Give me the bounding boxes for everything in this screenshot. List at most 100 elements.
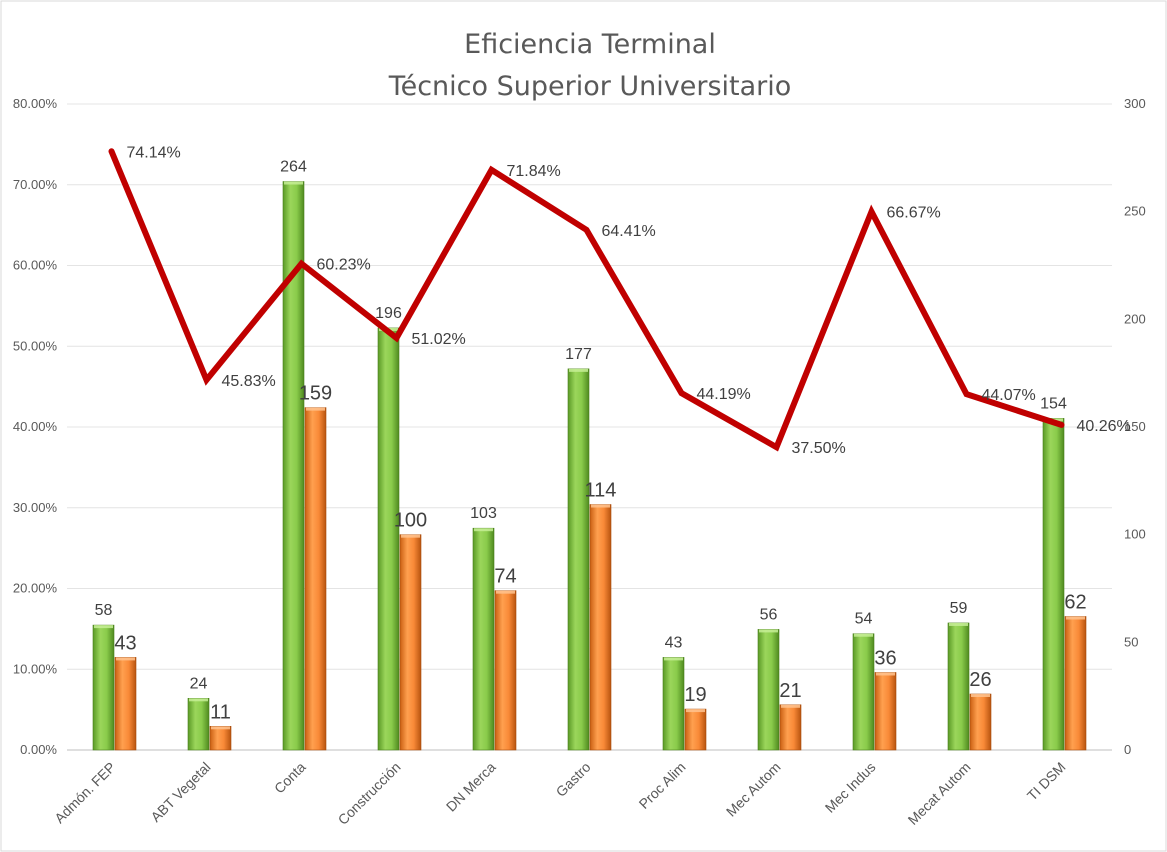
gridlines	[67, 103, 1112, 751]
bar-green-label: 177	[565, 346, 592, 363]
bar-orange	[684, 708, 707, 751]
line-point-label: 40.26%	[1077, 418, 1131, 435]
line-point-label: 51.02%	[412, 331, 466, 348]
bar-green-top	[949, 622, 968, 626]
bar-orange-label: 26	[969, 669, 991, 691]
bar-orange-label: 11	[210, 701, 231, 723]
bar-green-label: 43	[665, 634, 683, 651]
bar-green-top	[284, 181, 303, 185]
bar-green-label: 196	[375, 305, 402, 322]
line-point-label: 66.67%	[887, 205, 941, 222]
bar-orange-label: 36	[874, 647, 896, 669]
y-right-tick-label: 100	[1124, 527, 1146, 542]
bar-green	[757, 629, 780, 751]
line-point-label: 45.83%	[222, 373, 276, 390]
bar-green	[947, 622, 970, 751]
bar-orange-top	[1066, 616, 1085, 620]
bar-orange	[874, 672, 897, 751]
y-left-tick-label: 60.00%	[13, 258, 58, 273]
bar-green-top	[854, 633, 873, 637]
bar-green	[472, 527, 495, 751]
y-right-tick-label: 200	[1124, 311, 1146, 326]
y-axis-left: 0.00% 10.00% 20.00% 30.00% 40.00% 50.00% 60.00…	[13, 96, 58, 757]
bar-orange-label: 19	[684, 684, 706, 706]
bar-green-top	[569, 368, 588, 372]
y-left-tick-label: 70.00%	[13, 177, 58, 192]
line-point-label: 44.19%	[697, 386, 751, 403]
y-axis-right: 0 50 100 150 200 250 300	[1124, 96, 1146, 757]
bar-green-label: 264	[280, 159, 307, 176]
x-tick-label: Mecat Autom	[905, 759, 974, 828]
y-left-tick-label: 40.00%	[13, 419, 58, 434]
bar-orange	[589, 504, 612, 751]
bar-orange	[114, 657, 137, 751]
bar-orange-top	[686, 709, 705, 713]
y-right-tick-label: 250	[1124, 204, 1146, 219]
bar-green	[852, 633, 875, 751]
bar-orange-label: 21	[779, 680, 801, 702]
bar-green-label: 59	[950, 600, 968, 617]
bar-orange-top	[116, 657, 135, 661]
bar-orange	[209, 726, 232, 751]
line-point-label: 60.23%	[317, 257, 371, 274]
y-left-tick-label: 20.00%	[13, 581, 58, 596]
bar-green	[662, 657, 685, 751]
bar-green-label: 103	[470, 505, 497, 522]
bar-orange-top	[971, 694, 990, 698]
bar-green-label: 56	[760, 606, 778, 623]
bar-orange	[779, 704, 802, 751]
bar-orange-label: 114	[585, 480, 617, 502]
x-tick-label: ABT Vegetal	[147, 759, 213, 825]
y-left-tick-label: 50.00%	[13, 338, 58, 353]
y-right-tick-label: 300	[1124, 96, 1146, 111]
line-point-label: 71.84%	[507, 163, 561, 180]
bar-green-top	[94, 625, 113, 629]
bar-green	[92, 624, 115, 751]
bar-orange-label: 43	[114, 632, 136, 654]
y-left-tick-label: 10.00%	[13, 661, 58, 676]
x-tick-label: Gastro	[553, 759, 594, 800]
line-point-label: 44.07%	[982, 387, 1036, 404]
bar-orange-top	[591, 504, 610, 508]
bar-orange-label: 74	[494, 566, 516, 588]
bar-orange-label: 100	[394, 510, 427, 532]
bar-green	[567, 368, 590, 751]
bar-green	[377, 327, 400, 751]
percent-line	[108, 148, 1065, 452]
bar-orange-label: 159	[299, 383, 332, 405]
bar-orange	[494, 590, 517, 751]
y-right-tick-label: 150	[1124, 419, 1146, 434]
bar-green-label: 54	[855, 611, 873, 628]
bar-green-top	[664, 657, 683, 661]
line-point-label: 74.14%	[127, 144, 181, 161]
bar-orange-top	[306, 407, 325, 411]
chart-title: Eficiencia Terminal	[464, 29, 716, 60]
line-series	[108, 148, 1065, 452]
bar-green	[1042, 418, 1065, 751]
x-tick-label: Proc Alim	[635, 759, 688, 812]
bar-green	[187, 698, 210, 751]
bar-green-label: 58	[95, 602, 113, 619]
y-left-tick-label: 30.00%	[13, 500, 58, 515]
x-axis: Admón. FEP ABT Vegetal Conta Construcción DN…	[51, 759, 1068, 828]
bar-orange-top	[211, 726, 230, 730]
x-tick-label: DN Merca	[443, 759, 499, 815]
x-tick-label: Conta	[271, 759, 309, 797]
x-tick-label: TI DSM	[1024, 759, 1069, 804]
x-tick-label: Mec Autom	[723, 759, 784, 820]
bar-orange-top	[401, 534, 420, 538]
y-right-tick-label: 50	[1124, 634, 1138, 649]
bar-green-label: 24	[190, 675, 208, 692]
x-tick-label: Admón. FEP	[51, 759, 118, 826]
bar-green-top	[474, 528, 493, 532]
bar-orange	[304, 407, 327, 751]
bar-orange-top	[496, 590, 515, 594]
bar-orange-label: 62	[1064, 591, 1086, 613]
x-tick-label: Construcción	[335, 759, 404, 828]
y-left-tick-label: 80.00%	[13, 96, 58, 111]
bar-orange	[969, 693, 992, 751]
line-point-label: 37.50%	[792, 440, 846, 457]
